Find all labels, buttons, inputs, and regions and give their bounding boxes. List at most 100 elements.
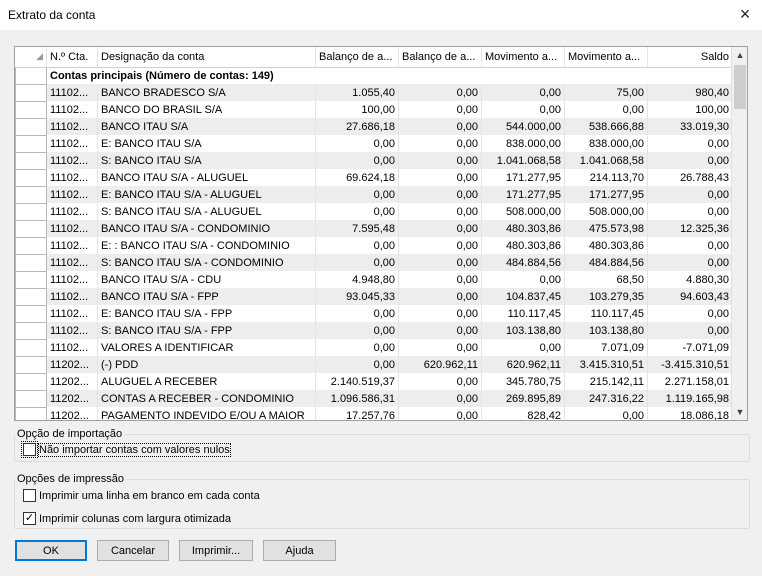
checkbox-box[interactable] bbox=[23, 489, 36, 502]
print-blank-line-checkbox[interactable]: Imprimir uma linha em branco em cada con… bbox=[23, 489, 260, 502]
cell-balance-1: 0,00 bbox=[315, 356, 399, 373]
cell-saldo: 0,00 bbox=[647, 254, 733, 271]
table-row[interactable]: 11202... PAGAMENTO INDEVIDO E/OU A MAIOR 1… bbox=[15, 406, 733, 420]
row-selector[interactable] bbox=[15, 355, 47, 374]
cell-saldo: 0,00 bbox=[647, 305, 733, 322]
row-selector[interactable] bbox=[15, 389, 47, 408]
cell-balance-1: 2.140.519,37 bbox=[315, 373, 399, 390]
help-button[interactable]: Ajuda bbox=[263, 540, 336, 561]
corner-icon[interactable]: ◢ bbox=[15, 47, 47, 68]
table-row[interactable]: 11102... E: BANCO ITAU S/A - FPP 0,00 0,00 1… bbox=[15, 304, 733, 323]
cell-account-number: 11102... bbox=[46, 84, 98, 101]
cell-balance-2: 0,00 bbox=[398, 254, 482, 271]
cell-movement-1: 345.780,75 bbox=[481, 373, 565, 390]
column-header-movement-1[interactable]: Movimento a... bbox=[481, 47, 565, 68]
table-row[interactable]: 11102... BANCO ITAU S/A - CDU 4.948,80 0,00… bbox=[15, 270, 733, 289]
print-options-group: Opções de impressão bbox=[14, 473, 750, 529]
table-row[interactable]: 11102... E: BANCO ITAU S/A - ALUGUEL 0,00 0… bbox=[15, 185, 733, 204]
table-row[interactable]: 11102... E: : BANCO ITAU S/A - CONDOMINIO… bbox=[15, 236, 733, 255]
column-header-designation[interactable]: Designação da conta bbox=[97, 47, 316, 68]
row-selector[interactable] bbox=[15, 100, 47, 119]
cell-account-number: 11102... bbox=[46, 271, 98, 288]
row-selector[interactable] bbox=[15, 66, 47, 85]
row-selector[interactable] bbox=[15, 219, 47, 238]
print-optimized-width-checkbox[interactable]: ✓ Imprimir colunas com largura otimizada bbox=[23, 512, 231, 525]
cell-saldo: 0,00 bbox=[647, 135, 733, 152]
row-selector[interactable] bbox=[15, 83, 47, 102]
table-row[interactable]: 11202... (-) PDD 0,00 620.962,11 620.962,11 3… bbox=[15, 355, 733, 374]
scroll-up-icon[interactable]: ▲ bbox=[735, 50, 745, 60]
print-button[interactable]: Imprimir... bbox=[179, 540, 253, 561]
cell-balance-1: 100,00 bbox=[315, 101, 399, 118]
group-row[interactable]: Contas principais (Número de contas: 149… bbox=[15, 66, 733, 85]
cell-movement-2: 0,00 bbox=[564, 101, 648, 118]
cell-movement-1: 480.303,86 bbox=[481, 220, 565, 237]
cell-designation: BANCO ITAU S/A - ALUGUEL bbox=[97, 169, 316, 186]
cell-movement-2: 508.000,00 bbox=[564, 203, 648, 220]
column-header-balance-1[interactable]: Balanço de a... bbox=[315, 47, 399, 68]
table-row[interactable]: 11102... BANCO BRADESCO S/A 1.055,40 0,00 0,… bbox=[15, 83, 733, 102]
cell-balance-1: 0,00 bbox=[315, 254, 399, 271]
row-selector[interactable] bbox=[15, 372, 47, 391]
row-selector[interactable] bbox=[15, 406, 47, 420]
row-selector[interactable] bbox=[15, 117, 47, 136]
cell-saldo: 0,00 bbox=[647, 322, 733, 339]
table-row[interactable]: 11102... BANCO ITAU S/A - FPP 93.045,33 0,0… bbox=[15, 287, 733, 306]
column-header-balance-2[interactable]: Balanço de a... bbox=[398, 47, 482, 68]
row-selector[interactable] bbox=[15, 304, 47, 323]
cell-balance-1: 7.595,48 bbox=[315, 220, 399, 237]
cell-saldo: 4.880,30 bbox=[647, 271, 733, 288]
checkbox-checked-icon[interactable]: ✓ bbox=[23, 512, 36, 525]
vertical-scrollbar[interactable]: ▲ ▼ bbox=[731, 47, 747, 420]
column-header-movement-2[interactable]: Movimento a... bbox=[564, 47, 648, 68]
row-selector[interactable] bbox=[15, 338, 47, 357]
row-selector[interactable] bbox=[15, 236, 47, 255]
cell-balance-1: 69.624,18 bbox=[315, 169, 399, 186]
skip-null-accounts-checkbox[interactable]: Não importar contas com valores nulos bbox=[21, 441, 231, 458]
table-row[interactable]: 11202... CONTAS A RECEBER - CONDOMINIO 1.0… bbox=[15, 389, 733, 408]
table-row[interactable]: 11102... VALORES A IDENTIFICAR 0,00 0,00 0,0… bbox=[15, 338, 733, 357]
cell-designation: E: BANCO ITAU S/A bbox=[97, 135, 316, 152]
row-selector[interactable] bbox=[15, 151, 47, 170]
cell-movement-1: 0,00 bbox=[481, 271, 565, 288]
cell-movement-1: 269.895,89 bbox=[481, 390, 565, 407]
table-row[interactable]: 11102... E: BANCO ITAU S/A 0,00 0,00 838.000… bbox=[15, 134, 733, 153]
table-row[interactable]: 11102... BANCO ITAU S/A - ALUGUEL 69.624,1… bbox=[15, 168, 733, 187]
row-selector[interactable] bbox=[15, 253, 47, 272]
column-header-saldo[interactable]: Saldo bbox=[647, 47, 733, 68]
table-row[interactable]: 11102... S: BANCO ITAU S/A - CONDOMINIO 0,… bbox=[15, 253, 733, 272]
account-grid[interactable]: ◢ N.º Cta. Designação da conta Balanço d… bbox=[14, 46, 748, 421]
row-selector[interactable] bbox=[15, 287, 47, 306]
close-icon[interactable]: × bbox=[739, 4, 751, 24]
cell-account-number: 11202... bbox=[46, 390, 98, 407]
scroll-thumb[interactable] bbox=[734, 65, 746, 109]
cell-saldo: 94.603,43 bbox=[647, 288, 733, 305]
window-title: Extrato da conta bbox=[8, 8, 96, 22]
table-row[interactable]: 11202... ALUGUEL A RECEBER 2.140.519,37 0,0… bbox=[15, 372, 733, 391]
row-selector[interactable] bbox=[15, 202, 47, 221]
row-selector[interactable] bbox=[15, 321, 47, 340]
cell-account-number: 11102... bbox=[46, 220, 98, 237]
ok-button[interactable]: OK bbox=[15, 540, 87, 561]
skip-null-accounts-label: Não importar contas com valores nulos bbox=[38, 442, 231, 457]
cell-balance-1: 0,00 bbox=[315, 186, 399, 203]
cancel-button[interactable]: Cancelar bbox=[97, 540, 169, 561]
table-row[interactable]: 11102... BANCO ITAU S/A 27.686,18 0,00 544.0… bbox=[15, 117, 733, 136]
cell-account-number: 11102... bbox=[46, 322, 98, 339]
row-selector[interactable] bbox=[15, 134, 47, 153]
table-row[interactable]: 11102... S: BANCO ITAU S/A - ALUGUEL 0,00 0… bbox=[15, 202, 733, 221]
row-selector[interactable] bbox=[15, 270, 47, 289]
table-row[interactable]: 11102... BANCO DO BRASIL S/A 100,00 0,00 0,0… bbox=[15, 100, 733, 119]
scroll-down-icon[interactable]: ▼ bbox=[735, 407, 745, 417]
column-header-account-number[interactable]: N.º Cta. bbox=[46, 47, 98, 68]
table-row[interactable]: 11102... BANCO ITAU S/A - CONDOMINIO 7.595… bbox=[15, 219, 733, 238]
cell-balance-1: 0,00 bbox=[315, 339, 399, 356]
cell-movement-2: 75,00 bbox=[564, 84, 648, 101]
table-row[interactable]: 11102... S: BANCO ITAU S/A 0,00 0,00 1.041.0… bbox=[15, 151, 733, 170]
row-selector[interactable] bbox=[15, 168, 47, 187]
cell-movement-2: 7.071,09 bbox=[564, 339, 648, 356]
checkbox-box[interactable] bbox=[21, 441, 38, 458]
cell-account-number: 11102... bbox=[46, 135, 98, 152]
row-selector[interactable] bbox=[15, 185, 47, 204]
table-row[interactable]: 11102... S: BANCO ITAU S/A - FPP 0,00 0,00 1… bbox=[15, 321, 733, 340]
